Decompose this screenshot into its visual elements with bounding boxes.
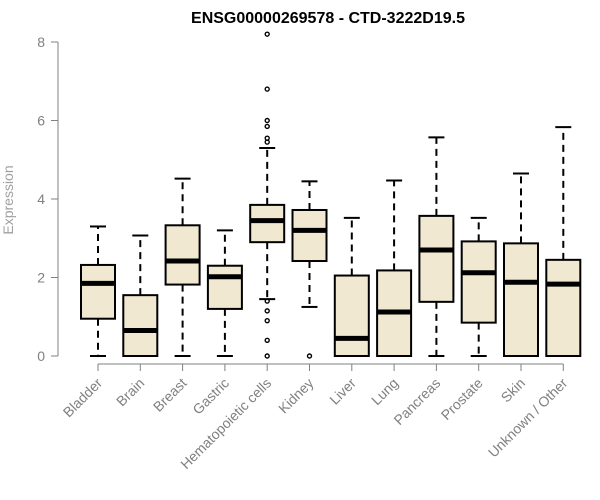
box-breast bbox=[164, 177, 201, 357]
outlier-point bbox=[264, 123, 270, 130]
iqr-box bbox=[418, 214, 455, 303]
box-prostate bbox=[460, 216, 497, 357]
x-tick-label: Bladder bbox=[60, 375, 106, 421]
iqr-box bbox=[122, 294, 159, 358]
outlier-point bbox=[264, 117, 270, 124]
outlier-point bbox=[264, 31, 270, 37]
iqr-box bbox=[460, 240, 497, 324]
y-tick-label: 6 bbox=[37, 113, 45, 129]
y-tick-label: 2 bbox=[37, 270, 45, 286]
outlier-point bbox=[264, 337, 270, 343]
box-hematopoietic-cells bbox=[249, 31, 286, 359]
x-tick-label: Prostate bbox=[438, 375, 486, 423]
iqr-box bbox=[545, 258, 582, 357]
box-kidney bbox=[291, 180, 328, 359]
iqr-box bbox=[503, 242, 539, 357]
iqr-box bbox=[80, 263, 116, 320]
y-tick-label: 8 bbox=[37, 34, 45, 50]
iqr-box bbox=[291, 208, 328, 263]
x-tick-label: Kidney bbox=[275, 375, 317, 417]
outlier-point bbox=[264, 298, 270, 304]
y-axis-label: Expression bbox=[0, 165, 16, 234]
box-bladder bbox=[80, 225, 116, 357]
x-tick-label: Lung bbox=[368, 375, 401, 408]
outlier-point bbox=[264, 86, 270, 92]
box-skin bbox=[503, 172, 539, 357]
x-tick-label: Skin bbox=[498, 375, 529, 406]
plot-area bbox=[80, 31, 582, 359]
box-unknown-other bbox=[545, 126, 582, 357]
x-tick-label: Brain bbox=[113, 375, 147, 409]
outlier-point bbox=[264, 135, 270, 141]
y-axis: 0 2 4 6 8 bbox=[37, 34, 59, 364]
outlier-point bbox=[264, 353, 270, 359]
x-tick-label: Breast bbox=[150, 375, 190, 415]
outlier-point bbox=[306, 353, 313, 359]
box-pancreas bbox=[418, 136, 455, 357]
x-tick-label: Pancreas bbox=[390, 375, 443, 428]
iqr-box bbox=[206, 264, 243, 310]
outlier-point bbox=[264, 317, 270, 324]
box-brain bbox=[122, 234, 159, 358]
y-tick-label: 4 bbox=[37, 191, 45, 207]
outlier-point bbox=[264, 308, 270, 314]
iqr-box bbox=[249, 203, 286, 244]
box-gastric bbox=[206, 229, 243, 357]
chart-title: ENSG00000269578 - CTD-3222D19.5 bbox=[191, 10, 465, 27]
x-tick-label: Unknown / Other bbox=[485, 375, 571, 461]
box-lung bbox=[376, 179, 413, 357]
box-liver bbox=[333, 216, 370, 358]
iqr-box bbox=[164, 224, 201, 286]
y-tick-label: 0 bbox=[37, 348, 45, 364]
iqr-box bbox=[333, 274, 370, 358]
x-tick-label: Liver bbox=[326, 375, 359, 408]
